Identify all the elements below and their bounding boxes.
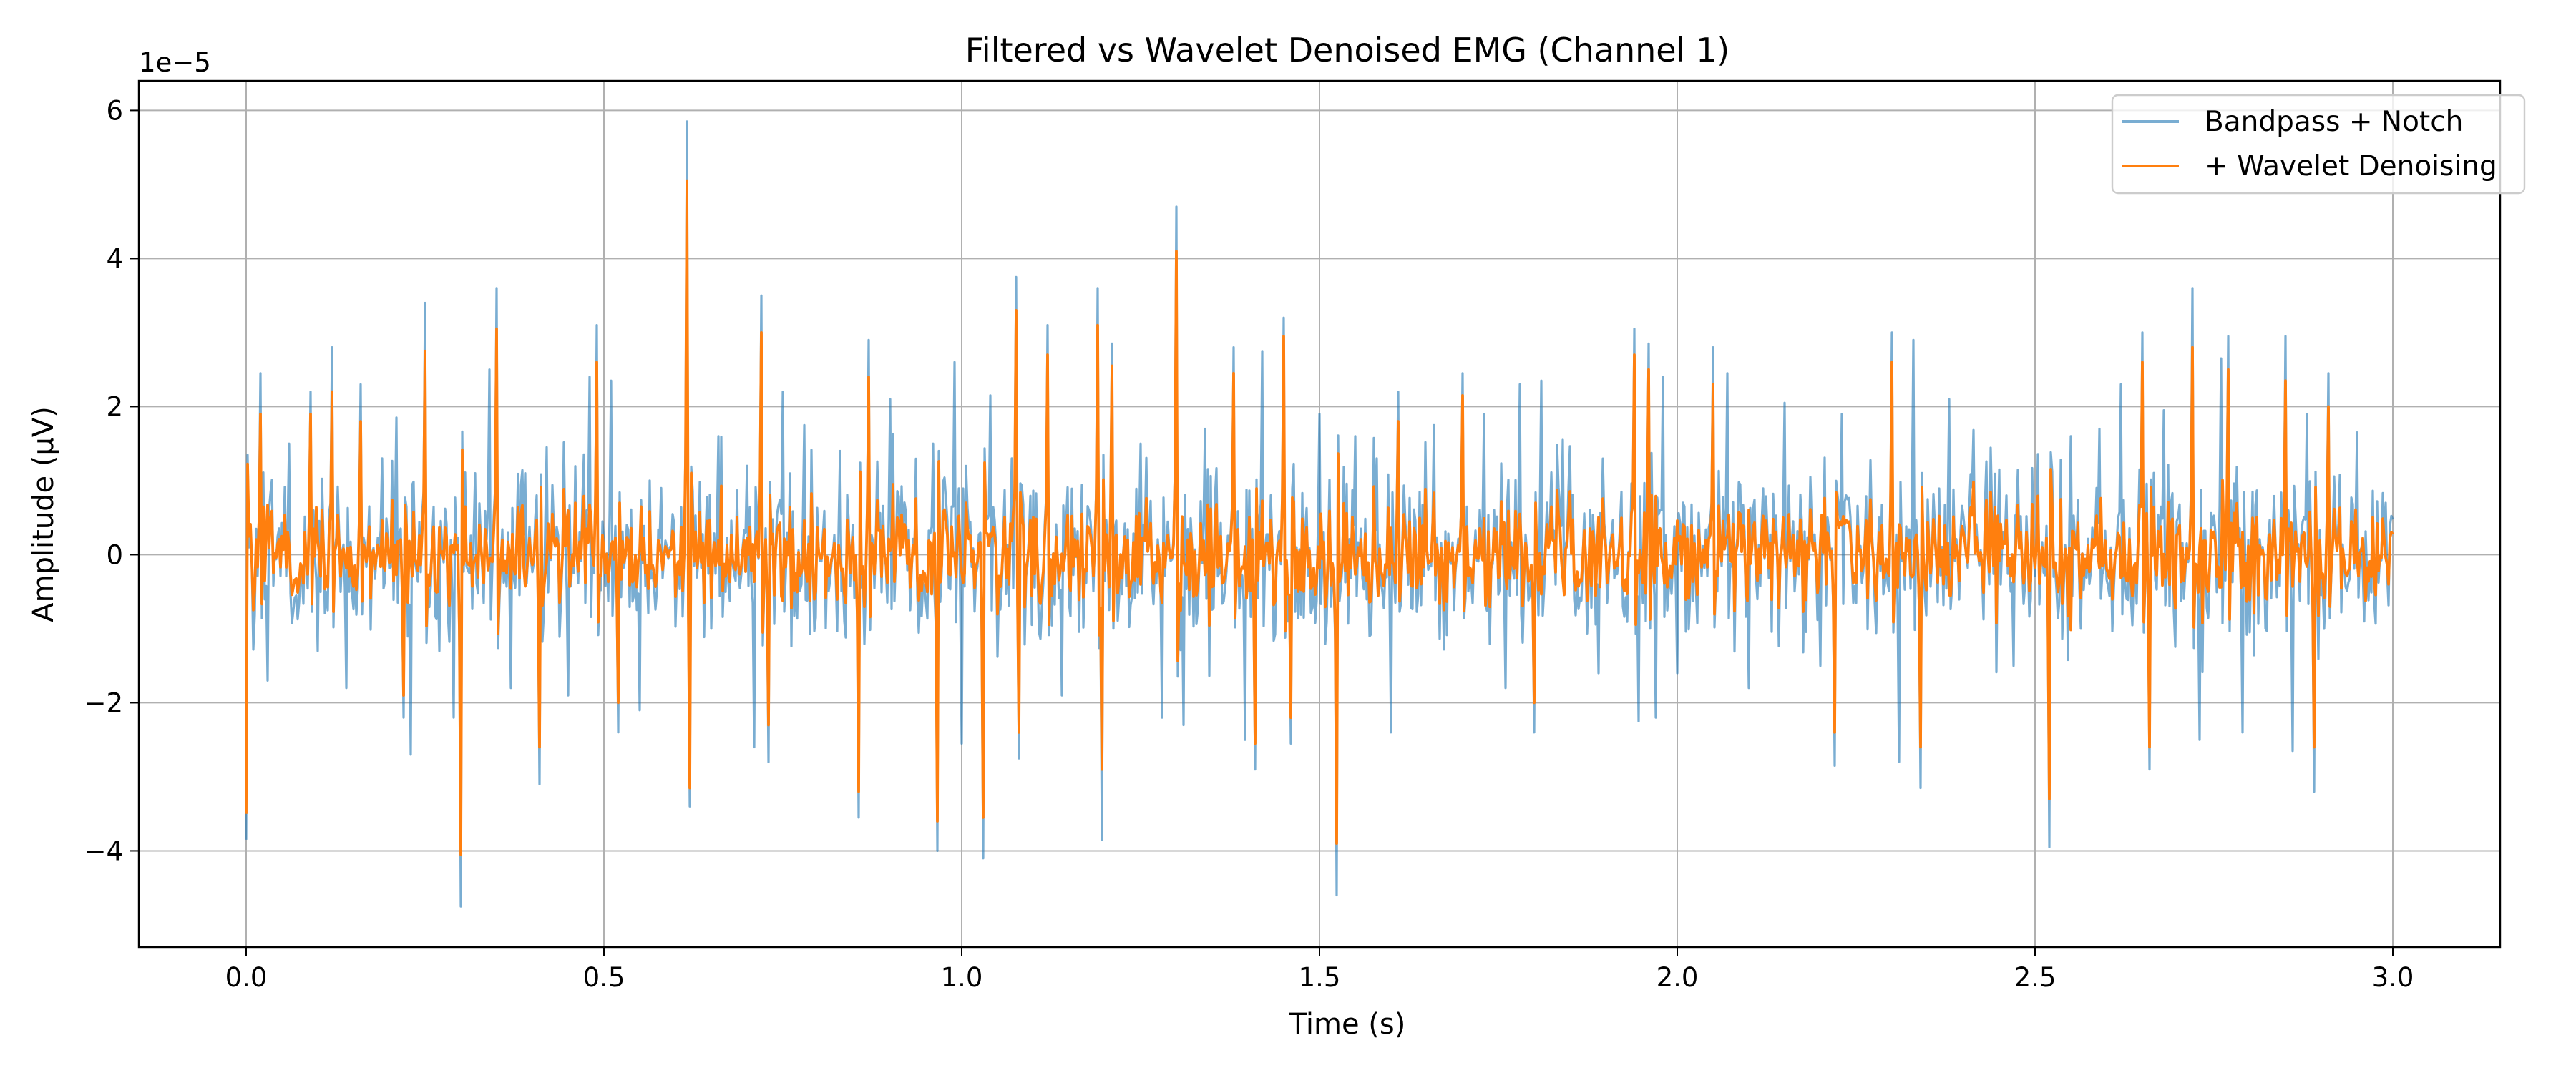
y-tick-label: 4 <box>106 243 123 274</box>
legend-frame <box>2111 94 2526 195</box>
y-tick-label: −2 <box>84 687 123 718</box>
x-tick-label: 3.0 <box>2372 962 2414 993</box>
series-line-wavelet <box>245 179 2394 856</box>
x-tick-label: 1.5 <box>1299 962 1341 993</box>
x-tick-label: 0.5 <box>583 962 625 993</box>
y-offset-label: 1e−5 <box>139 47 211 78</box>
legend: Bandpass + Notch + Wavelet Denoising <box>2111 94 2526 195</box>
x-tick-label: 2.0 <box>1657 962 1699 993</box>
x-tick-label: 0.0 <box>225 962 268 993</box>
y-tick-label: 2 <box>106 391 123 422</box>
ticks: 0.0 0.5 1.0 1.5 2.0 2.5 3.0 −4 −2 0 2 4 6 <box>84 95 2414 993</box>
legend-label-bandpass: Bandpass + Notch <box>2205 106 2463 138</box>
x-tick-label: 2.5 <box>2014 962 2057 993</box>
x-tick-label: 1.0 <box>941 962 983 993</box>
legend-label-wavelet: + Wavelet Denoising <box>2205 150 2497 182</box>
chart-title: Filtered vs Wavelet Denoised EMG (Channe… <box>965 31 1729 69</box>
y-tick-label: 0 <box>106 539 123 570</box>
y-axis-label: Amplitude (µV) <box>27 406 60 622</box>
series-lines <box>245 120 2394 908</box>
x-axis-label: Time (s) <box>1289 1008 1406 1041</box>
y-tick-label: 6 <box>106 95 123 126</box>
y-tick-label: −4 <box>84 836 123 866</box>
